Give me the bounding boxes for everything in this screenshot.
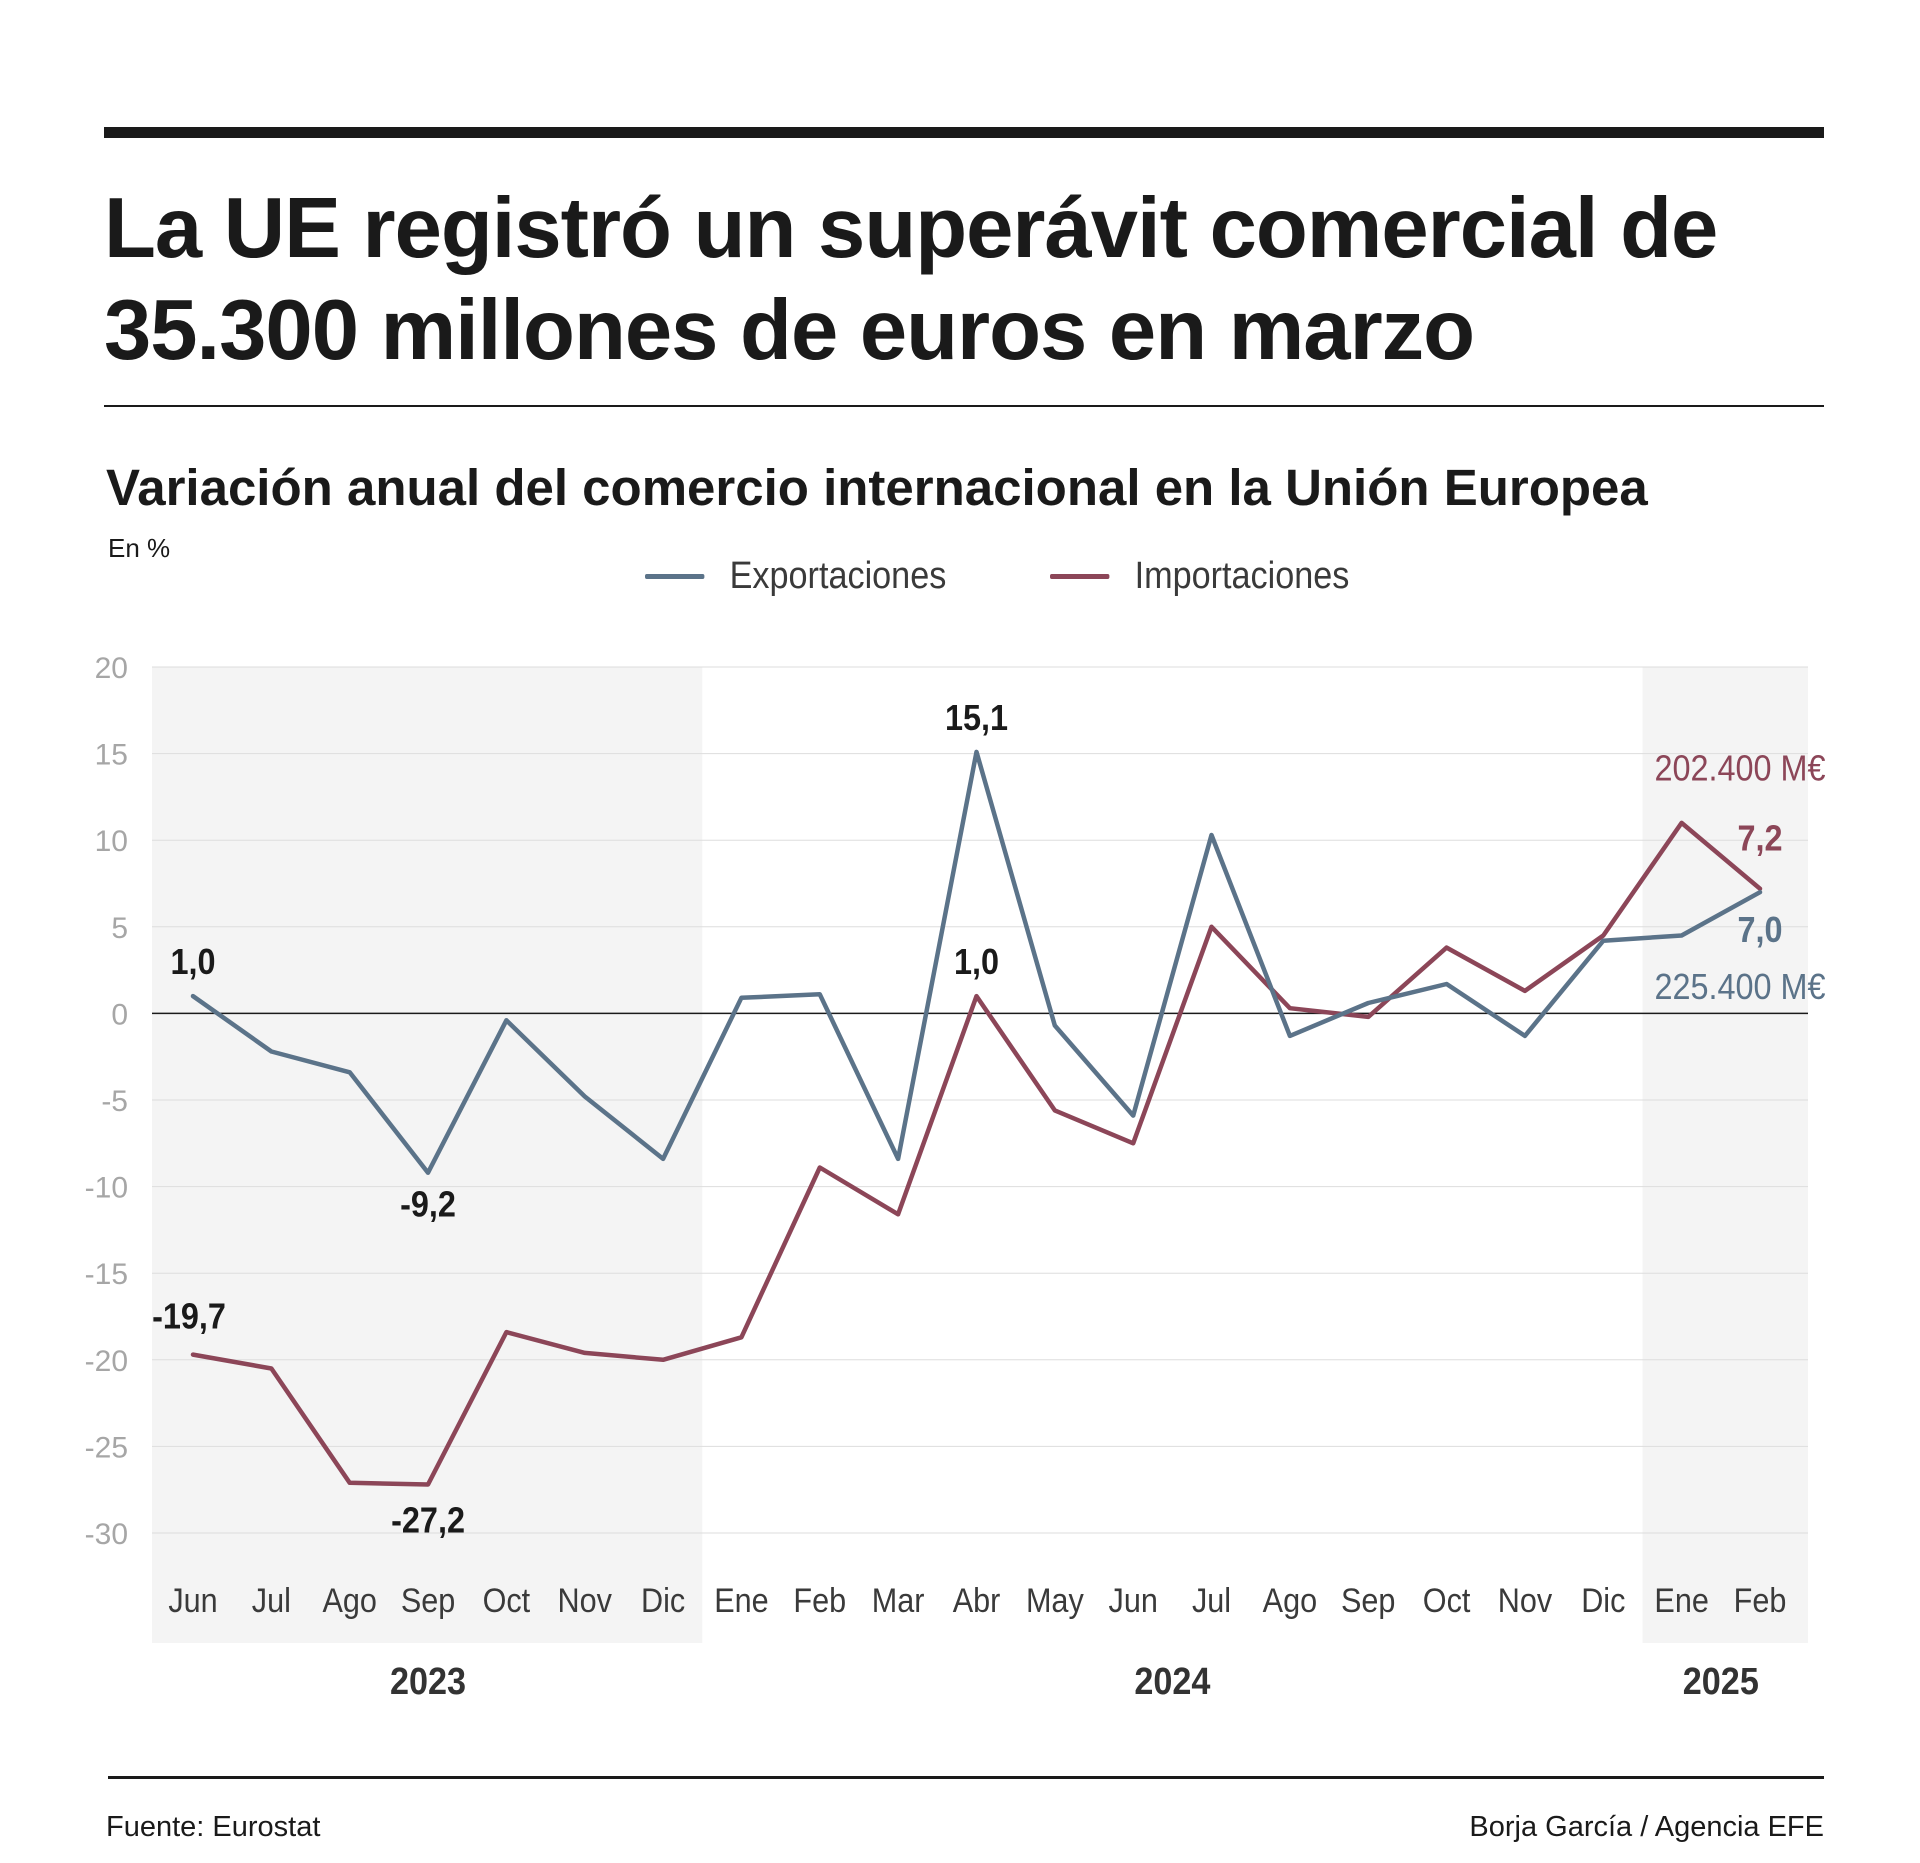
y-tick-label: 5	[111, 912, 128, 945]
y-tick-label: 0	[111, 998, 128, 1031]
unit-label: En %	[108, 533, 171, 563]
data-label: 7,0	[1737, 911, 1782, 951]
y-tick-label: 20	[95, 652, 128, 685]
author-credit: Borja García / Agencia EFE	[1469, 1811, 1824, 1843]
y-tick-label: -10	[85, 1172, 128, 1205]
x-tick-label: Abr	[953, 1582, 1001, 1620]
source-note: Fuente: Eurostat	[106, 1811, 321, 1843]
legend-swatch-exports	[645, 573, 705, 579]
x-tick-label: Jul	[1192, 1582, 1231, 1620]
y-tick-label: 10	[95, 825, 128, 858]
x-tick-label: Dic	[1581, 1582, 1625, 1620]
legend-item-imports: Importaciones	[1049, 554, 1350, 598]
x-tick-label: Sep	[401, 1582, 455, 1620]
x-tick-label: Oct	[483, 1582, 531, 1620]
legend-label-imports: Importaciones	[1134, 554, 1350, 597]
data-label: -9,2	[400, 1185, 456, 1225]
y-tick-label: -30	[85, 1518, 128, 1551]
x-tick-label: May	[1026, 1582, 1085, 1620]
year-band	[1642, 667, 1808, 1643]
x-tick-label: Sep	[1341, 1582, 1395, 1620]
page-title: La UE registró un superávit comercial de…	[104, 181, 1718, 378]
legend: Exportaciones Importaciones	[645, 553, 1382, 599]
x-tick-label: Feb	[793, 1582, 846, 1620]
data-label: 1,0	[170, 943, 215, 983]
data-label: -19,7	[152, 1297, 226, 1337]
x-tick-label: Ene	[714, 1582, 768, 1620]
x-tick-label: Ago	[322, 1582, 376, 1620]
y-tick-label: -25	[85, 1431, 128, 1464]
x-tick-label: Jun	[168, 1582, 217, 1620]
year-band	[152, 667, 703, 1643]
data-label: 225.400 M€	[1654, 968, 1825, 1008]
imports-line	[190, 820, 1763, 1487]
footer-rule	[108, 1776, 1824, 1779]
legend-label-exports: Exportaciones	[729, 554, 947, 597]
data-label: 1,0	[954, 943, 999, 983]
data-label: 15,1	[945, 698, 1008, 738]
x-tick-label: Oct	[1423, 1582, 1471, 1620]
x-tick-label: Feb	[1734, 1582, 1787, 1620]
legend-item-exports: Exportaciones	[645, 555, 946, 598]
y-tick-label: -15	[85, 1258, 128, 1291]
data-label: 202.400 M€	[1654, 749, 1825, 789]
chart-subtitle: Variación anual del comercio internacion…	[106, 459, 1648, 516]
x-tick-label: Dic	[641, 1582, 685, 1620]
y-tick-label: -5	[101, 1085, 128, 1118]
x-tick-label: Jun	[1109, 1582, 1158, 1620]
year-label: 2024	[1134, 1659, 1210, 1702]
y-tick-label: -20	[85, 1345, 128, 1378]
y-tick-label: 15	[95, 739, 128, 772]
x-tick-label: Nov	[558, 1582, 613, 1620]
exports-line	[190, 749, 1763, 1175]
x-tick-label: Mar	[872, 1582, 925, 1620]
year-label: 2025	[1683, 1659, 1759, 1702]
data-label: 7,2	[1737, 819, 1782, 859]
legend-swatch-imports	[1049, 573, 1110, 579]
data-label: -27,2	[391, 1501, 465, 1541]
x-tick-label: Jul	[252, 1582, 291, 1620]
top-rule	[104, 127, 1824, 138]
x-tick-label: Ene	[1654, 1582, 1708, 1620]
x-tick-label: Ago	[1263, 1582, 1317, 1620]
title-divider	[104, 405, 1824, 407]
year-label: 2023	[390, 1659, 466, 1702]
x-tick-label: Nov	[1498, 1582, 1553, 1620]
